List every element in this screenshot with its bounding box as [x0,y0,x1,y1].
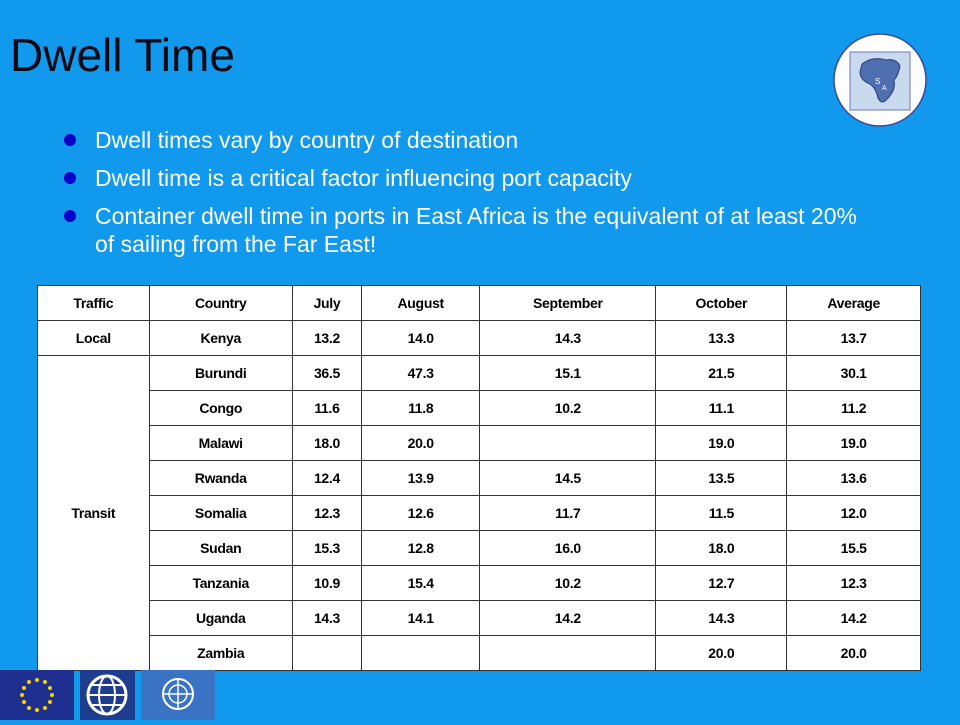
table-cell: 11.8 [361,390,481,426]
table-row: Uganda 14.3 14.1 14.2 14.3 14.2 [38,600,921,636]
column-header: July [291,285,363,321]
table-cell: 11.5 [655,495,788,531]
table-cell: Malawi [148,425,293,461]
un-emblem-icon [141,670,215,720]
traffic-cell: Transit [37,355,150,671]
table-cell [291,635,363,671]
column-header: September [479,285,657,321]
world-bank-globe-icon [80,670,135,720]
table-cell: 14.3 [291,600,363,636]
table-cell: 13.3 [655,320,788,356]
bullet-item: Container dwell time in ports in East Af… [58,202,878,258]
table-cell: 19.0 [655,425,788,461]
table-cell: 36.5 [291,355,363,391]
table-cell: 12.3 [291,495,363,531]
table-cell [479,635,657,671]
table-cell: 12.6 [361,495,481,531]
table-cell: 16.0 [479,530,657,566]
table-cell: Sudan [148,530,293,566]
eu-flag-icon [0,670,74,720]
table-cell: Congo [148,390,293,426]
table-cell: 14.2 [479,600,657,636]
table-row: Somalia 12.3 12.6 11.7 11.5 12.0 [38,495,921,531]
table-cell: 20.0 [655,635,788,671]
svg-text:S: S [875,77,880,86]
table-row: Local Kenya 13.2 14.0 14.3 13.3 13.7 [37,320,921,356]
column-header: August [361,285,481,321]
table-cell: 20.0 [361,425,481,461]
table-cell: 10.2 [479,565,657,601]
table-cell: 13.7 [786,320,921,356]
table-cell: 12.8 [361,530,481,566]
table-cell: 13.2 [291,320,363,356]
table-row: Tanzania 10.9 15.4 10.2 12.7 12.3 [38,565,921,601]
table-cell: Kenya [148,320,293,356]
table-cell: Rwanda [148,460,293,496]
table-cell: 11.7 [479,495,657,531]
bullet-item: Dwell times vary by country of destinati… [58,126,878,154]
table-cell: 14.0 [361,320,481,356]
table-cell: 14.2 [786,600,921,636]
table-cell: 11.6 [291,390,363,426]
table-cell: Uganda [148,600,293,636]
table-cell: 15.3 [291,530,363,566]
table-cell: 15.5 [786,530,921,566]
table-cell: 10.2 [479,390,657,426]
table-cell: 15.1 [479,355,657,391]
table-cell: 12.3 [786,565,921,601]
table-cell: Somalia [148,495,293,531]
bullet-dot-icon [64,210,76,222]
table-cell: 10.9 [291,565,363,601]
slide-title: Dwell Time [10,29,235,81]
column-header: Country [148,285,293,321]
africa-map-logo-icon: S A [832,32,928,128]
table-cell: 14.3 [479,320,657,356]
dwell-time-table: Traffic Country July August September Oc… [37,285,921,671]
table-cell: Burundi [148,355,293,391]
table-cell [479,425,657,461]
table-cell: 13.5 [655,460,788,496]
table-cell: 14.1 [361,600,481,636]
table-cell: 12.4 [291,460,363,496]
bullet-dot-icon [64,172,76,184]
table-cell: 14.3 [655,600,788,636]
table-row: Malawi 18.0 20.0 19.0 19.0 [38,425,921,461]
table-cell: 12.0 [786,495,921,531]
table-cell: 14.5 [479,460,657,496]
table-cell [361,635,481,671]
column-header: October [655,285,788,321]
svg-text:A: A [882,85,887,92]
table-row: Congo 11.6 11.8 10.2 11.1 11.2 [38,390,921,426]
table-cell: 13.6 [786,460,921,496]
table-row: Zambia 20.0 20.0 [38,635,921,671]
table-cell: 20.0 [786,635,921,671]
table-cell: 12.7 [655,565,788,601]
table-cell: 11.2 [786,390,921,426]
bullet-item: Dwell time is a critical factor influenc… [58,164,878,192]
table-row: Sudan 15.3 12.8 16.0 18.0 15.5 [38,530,921,566]
table-cell: 13.9 [361,460,481,496]
table-cell: 47.3 [361,355,481,391]
bullet-list: Dwell times vary by country of destinati… [58,126,878,268]
table-row: Transit Burundi 36.5 47.3 15.1 21.5 30.1 [37,355,921,671]
table-cell: 30.1 [786,355,921,391]
traffic-cell: Local [37,320,150,356]
table-cell: Tanzania [148,565,293,601]
table-cell: 18.0 [291,425,363,461]
table-cell: 21.5 [655,355,788,391]
table-cell: 18.0 [655,530,788,566]
bullet-dot-icon [64,134,76,146]
table-cell: Zambia [148,635,293,671]
table-cell: 11.1 [655,390,788,426]
table-cell: 19.0 [786,425,921,461]
column-header: Traffic [37,285,150,321]
column-header: Average [786,285,921,321]
table-cell: 15.4 [361,565,481,601]
table-header-row: Traffic Country July August September Oc… [37,285,921,321]
table-row: Rwanda 12.4 13.9 14.5 13.5 13.6 [38,460,921,496]
